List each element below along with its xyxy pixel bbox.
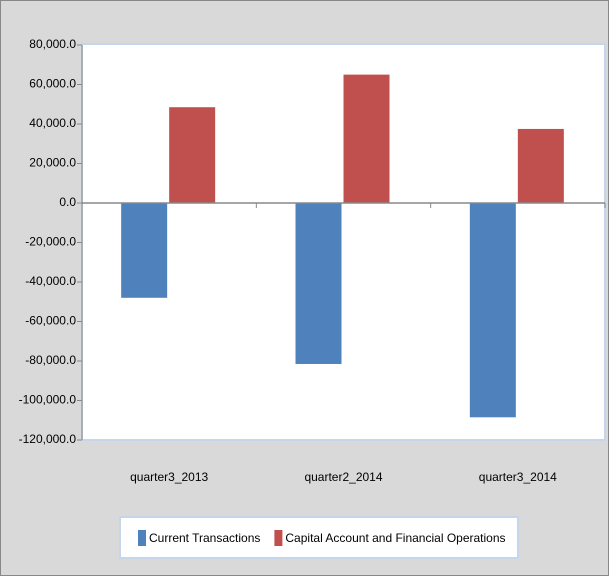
- x-tick-label: quarter3_2013: [130, 470, 208, 484]
- bar: [121, 203, 168, 298]
- bar: [343, 74, 390, 203]
- bar: [295, 203, 342, 364]
- y-tick-label: 60,000.0: [29, 77, 76, 91]
- y-tick-label: -80,000.0: [25, 353, 76, 367]
- y-tick-label: 0.0: [59, 195, 76, 209]
- y-tick-label: -40,000.0: [25, 274, 76, 288]
- bar: [469, 203, 516, 418]
- y-tick-label: 80,000.0: [29, 37, 76, 51]
- x-tick-label: quarter2_2014: [304, 470, 382, 484]
- bar: [517, 128, 564, 203]
- y-tick-label: -120,000.0: [19, 432, 77, 446]
- legend-swatch: [138, 530, 146, 546]
- legend-label: Capital Account and Financial Operations: [285, 531, 505, 545]
- legend-label: Current Transactions: [149, 531, 260, 545]
- y-tick-label: -60,000.0: [25, 314, 76, 328]
- bar: [169, 107, 216, 203]
- legend-swatch: [274, 530, 283, 546]
- y-tick-label: 20,000.0: [29, 156, 76, 170]
- y-tick-label: -100,000.0: [19, 393, 77, 407]
- y-tick-label: 40,000.0: [29, 116, 76, 130]
- y-tick-label: -20,000.0: [25, 235, 76, 249]
- legend: [119, 516, 519, 559]
- x-tick-label: quarter3_2014: [479, 470, 557, 484]
